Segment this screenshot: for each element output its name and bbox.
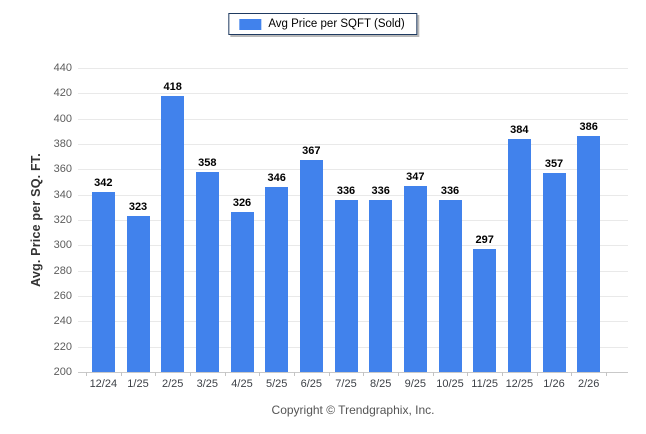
x-axis-label: 11/25 (471, 378, 499, 390)
x-axis-tick (120, 372, 122, 376)
x-axis-label: 6/25 (300, 378, 323, 390)
bar-value-label: 336 (371, 184, 390, 197)
bar-value-label: 342 (94, 177, 113, 190)
bar-value-label: 336 (336, 184, 356, 197)
bar-12/25 (507, 138, 531, 372)
bar-2/25 (161, 95, 185, 372)
bar-3/25 (195, 171, 219, 372)
x-axis-tick (502, 372, 503, 376)
bar-12/24 (91, 192, 115, 372)
x-axis-tick (363, 372, 365, 376)
x-axis-tick (571, 372, 573, 376)
x-axis-tick (398, 372, 399, 376)
x-axis-tick (536, 372, 538, 376)
x-axis-tick (86, 372, 87, 376)
x-axis-tick (294, 372, 295, 376)
bar-11/25 (473, 249, 497, 372)
y-axis-tick-label: 440 (53, 62, 72, 74)
y-axis-tick-label: 320 (53, 214, 72, 226)
x-axis-tick (259, 372, 261, 376)
gridline (78, 118, 628, 120)
bar-4/25 (230, 212, 254, 372)
x-axis-label: 2/26 (577, 378, 600, 390)
legend-swatch-icon (239, 18, 262, 30)
y-axis-tick-label: 200 (53, 366, 72, 378)
y-axis-tick-label: 260 (53, 290, 72, 302)
y-axis-tick-label: 360 (53, 163, 72, 176)
bar-1/26 (542, 173, 566, 372)
x-axis-line (78, 372, 628, 373)
x-axis-label: 8/25 (369, 378, 392, 390)
x-axis-label: 10/25 (436, 378, 464, 390)
y-axis-tick-label: 240 (53, 315, 72, 328)
x-axis-label: 2/25 (161, 378, 184, 390)
gridline (78, 169, 628, 171)
y-axis-tick-label: 220 (53, 340, 72, 353)
bar-value-label: 346 (267, 172, 286, 185)
x-axis-tick (224, 372, 226, 376)
bar-9/25 (403, 185, 427, 372)
copyright-text: Copyright © Trendgraphix, Inc. (271, 403, 435, 417)
x-axis-label: 1/26 (543, 378, 565, 390)
x-axis-tick (432, 372, 434, 376)
x-axis-tick (328, 372, 330, 376)
bar-10/25 (438, 199, 462, 372)
bar-6/25 (299, 160, 323, 372)
y-axis-tick-label: 300 (53, 239, 72, 252)
bar-value-label: 367 (302, 145, 321, 158)
x-axis-tick (606, 372, 607, 376)
bar-value-label: 347 (406, 170, 425, 183)
legend-label: Avg Price per SQFT (Sold) (268, 18, 405, 30)
bar-5/25 (265, 187, 289, 372)
x-axis-tick (155, 372, 157, 376)
x-axis-label: 7/25 (335, 378, 357, 390)
y-axis-tick-label: 380 (53, 138, 72, 150)
bar-value-label: 326 (232, 197, 252, 210)
gridline (78, 93, 628, 95)
bar-value-label: 297 (475, 234, 494, 247)
gridline (78, 68, 628, 69)
bar-1/25 (126, 216, 150, 372)
bar-7/25 (334, 199, 358, 372)
x-axis-label: 9/25 (404, 378, 427, 390)
gridline (78, 144, 628, 145)
bar-value-label: 358 (198, 156, 217, 169)
x-axis-label: 12/25 (505, 378, 534, 390)
bar-8/25 (369, 199, 393, 372)
x-axis-label: 3/25 (196, 378, 219, 390)
y-axis-tick-label: 400 (53, 112, 72, 125)
x-axis-label: 1/25 (127, 378, 149, 390)
legend: Avg Price per SQFT (Sold) (228, 13, 418, 35)
bar-2/26 (577, 136, 601, 372)
y-axis-tick-label: 280 (53, 264, 72, 277)
bar-value-label: 384 (510, 123, 529, 136)
bar-value-label: 418 (163, 80, 182, 93)
bar-value-label: 386 (579, 121, 598, 134)
gridline (78, 194, 628, 196)
x-axis-tick (190, 372, 191, 376)
y-axis-tick-label: 420 (53, 87, 72, 100)
x-axis-label: 5/25 (265, 378, 288, 390)
bar-value-label: 357 (544, 158, 564, 171)
bar-value-label: 336 (440, 184, 460, 197)
y-axis-tick-label: 340 (53, 188, 72, 201)
plot-area: 200 220 240 260 280 300 320 340 360 380 400 420 440 3… (54, 62, 628, 390)
x-axis-label: 4/25 (231, 378, 253, 390)
x-axis-tick (467, 372, 469, 376)
bar-value-label: 323 (128, 201, 148, 214)
x-axis-label: 12/24 (89, 378, 118, 390)
